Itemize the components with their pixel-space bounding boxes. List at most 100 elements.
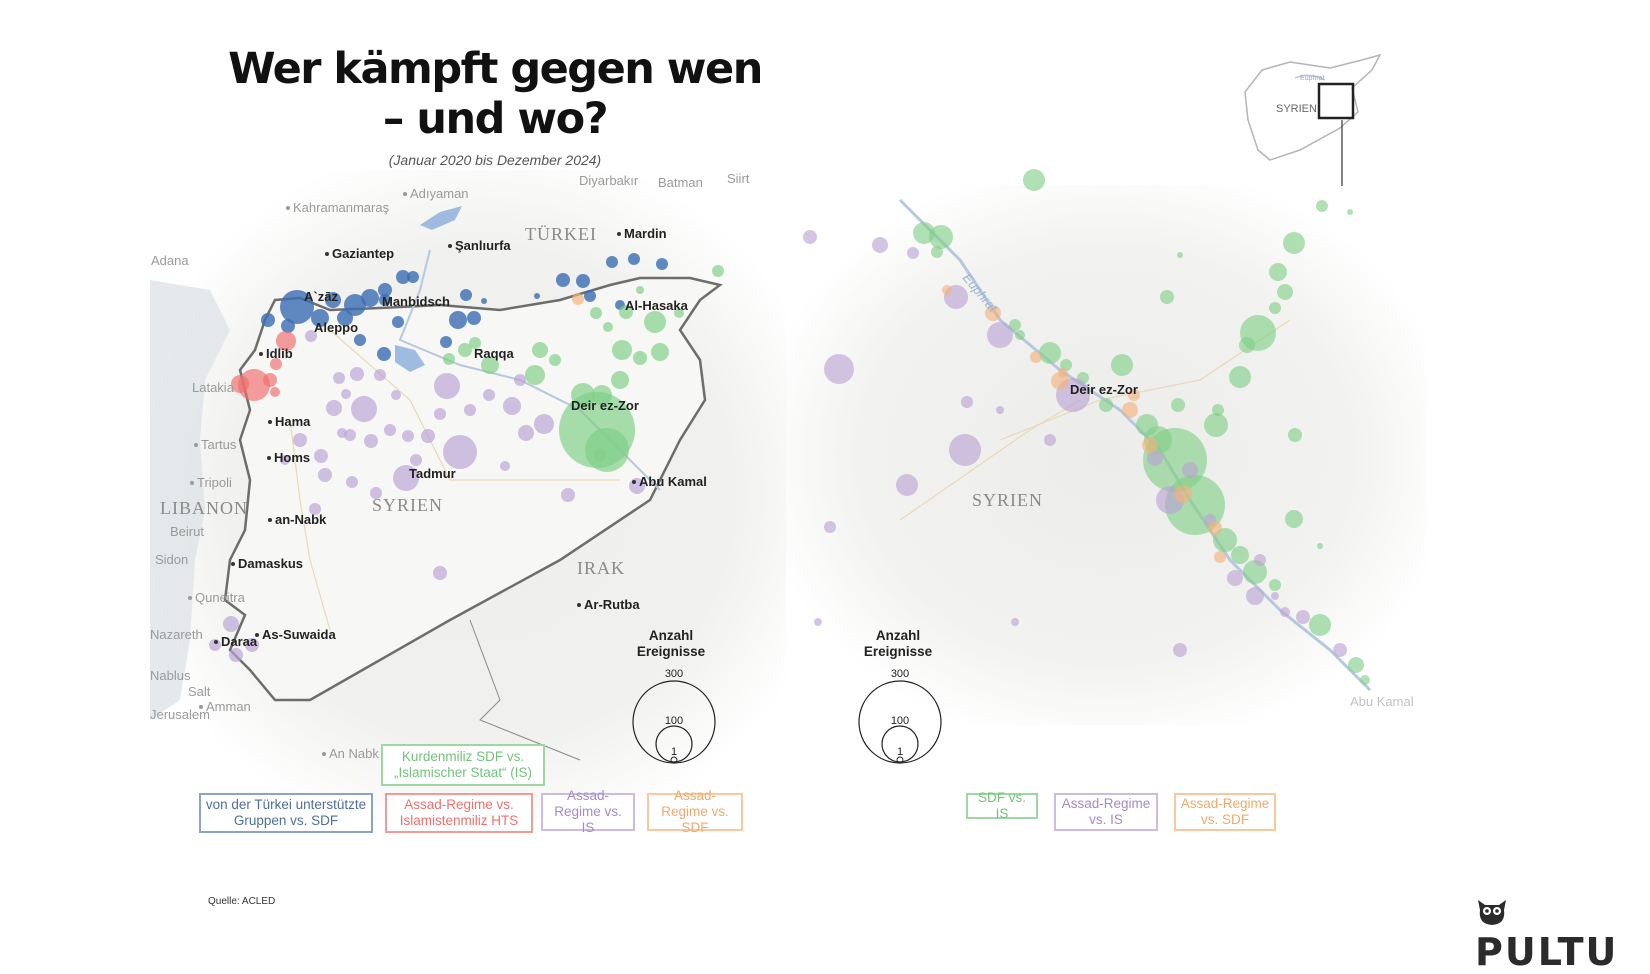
place-label: An Nabk	[329, 746, 379, 761]
event-bubble-assad-vs-hts	[276, 331, 296, 351]
event-bubble-sdf-vs-is	[674, 308, 684, 318]
event-bubble-sdf-vs-is	[481, 356, 499, 374]
event-bubble-sdf-vs-is	[1229, 366, 1251, 388]
inset-country-label: SYRIEN	[1276, 103, 1317, 115]
place-label: Diyarbakır	[579, 173, 639, 188]
event-bubble-assad-vs-is	[1147, 450, 1163, 466]
event-bubble-assad-vs-is	[364, 434, 378, 448]
event-bubble-assad-vs-is	[333, 372, 345, 384]
place-dot	[199, 705, 203, 709]
event-bubble-sdf-vs-is	[1269, 579, 1281, 591]
legend-assad-vs-hts: Assad-Regime vs. Islamistenmiliz HTS	[385, 793, 533, 833]
brand-logo: PULTU	[1475, 886, 1650, 974]
event-bubble-sdf-vs-is	[633, 351, 647, 365]
place-label: Tartus	[201, 437, 237, 452]
event-bubble-assad-vs-is	[410, 454, 422, 466]
event-bubble-assad-vs-is	[803, 230, 817, 244]
event-bubble-sdf-vs-is	[1269, 263, 1287, 281]
event-bubble-sdf-vs-is	[1136, 414, 1158, 436]
inset-syria-shape	[1244, 53, 1382, 161]
right-event-bubbles	[803, 169, 1370, 685]
legend-sdf-vs-is-right: SDF vs. IS	[966, 790, 1038, 821]
event-bubble-sdf-vs-is	[1204, 413, 1228, 437]
event-bubble-assad-vs-is	[391, 390, 401, 400]
event-bubble-sdf-vs-is	[1288, 428, 1302, 442]
road	[289, 419, 331, 631]
event-bubble-sdf-vs-is	[1015, 330, 1025, 340]
event-bubble-assad-vs-is	[223, 616, 239, 632]
inset-euphrates	[1294, 74, 1326, 81]
place-label: Tripoli	[197, 475, 232, 490]
iraq-border	[469, 619, 581, 761]
title-line-1: Wer kämpft gegen wen	[228, 44, 763, 94]
event-bubble-assad-vs-is	[434, 373, 460, 399]
place-dot	[194, 443, 198, 447]
place-dot	[632, 480, 636, 484]
event-bubble-sdf-vs-is	[525, 365, 545, 385]
event-bubble-sdf-vs-is	[929, 225, 953, 249]
owl-icon	[1478, 899, 1506, 925]
event-bubble-sdf-vs-is	[571, 383, 595, 407]
size-value-1: 1	[897, 746, 903, 758]
event-bubble-sdf-vs-is	[644, 311, 666, 333]
place-label: Deir ez-Zor	[571, 398, 639, 413]
event-bubble-sdf-vs-is	[651, 343, 669, 361]
size-value-100: 100	[665, 715, 683, 727]
event-bubble-assad-vs-is	[393, 465, 419, 491]
event-bubble-assad-vs-sdf	[1142, 437, 1158, 453]
event-bubble-sdf-vs-is	[592, 385, 612, 405]
event-bubble-turkey-vs-sdf	[481, 298, 487, 304]
place-label: Kahramanmaraş	[293, 200, 390, 215]
event-bubble-turkey-vs-sdf	[281, 319, 295, 333]
legend-assad-vs-is: Assad-Regime vs. IS	[541, 788, 635, 835]
size-value-100: 100	[891, 715, 909, 727]
event-bubble-assad-vs-is	[1227, 570, 1243, 586]
event-bubble-assad-vs-is	[872, 237, 888, 253]
event-bubble-turkey-vs-sdf	[325, 292, 341, 308]
event-bubble-assad-vs-is	[443, 435, 477, 469]
event-bubble-sdf-vs-is	[636, 286, 644, 294]
event-bubble-assad-vs-sdf	[1058, 368, 1068, 378]
event-bubble-sdf-vs-is	[1283, 232, 1305, 254]
event-bubble-assad-vs-is	[402, 430, 414, 442]
event-bubble-sdf-vs-is	[1316, 200, 1328, 212]
event-bubble-sdf-vs-is	[1277, 284, 1293, 300]
place-dot	[617, 232, 621, 236]
event-bubble-sdf-vs-is	[1348, 657, 1364, 673]
place-label: Nablus	[150, 668, 191, 683]
event-bubble-turkey-vs-sdf	[584, 290, 596, 302]
event-bubble-sdf-vs-is	[458, 343, 472, 357]
page-title: Wer kämpft gegen wen – und wo?	[175, 44, 815, 144]
event-bubble-sdf-vs-is	[603, 322, 613, 332]
place-label: Mardin	[624, 226, 667, 241]
event-bubble-turkey-vs-sdf	[261, 313, 275, 327]
event-bubble-assad-vs-is	[518, 425, 534, 441]
place-dot	[403, 192, 407, 196]
event-bubble-assad-vs-is	[1271, 592, 1279, 600]
maps-canvas: Kahramanmaraş Adıyaman Diyarbakır Batman Sii…	[150, 53, 1426, 820]
event-bubble-assad-vs-is	[314, 449, 328, 463]
event-bubble-assad-vs-is	[961, 396, 973, 408]
event-bubble-turkey-vs-sdf	[280, 290, 314, 324]
place-dot	[214, 640, 218, 644]
event-bubble-sdf-vs-is	[1285, 510, 1303, 528]
event-bubble-assad-vs-is	[433, 566, 447, 580]
place-label: Amman	[206, 699, 251, 714]
event-bubble-turkey-vs-sdf	[576, 274, 590, 288]
event-bubble-assad-vs-sdf	[942, 285, 952, 295]
event-bubble-turkey-vs-sdf	[396, 270, 410, 284]
event-bubble-assad-vs-is	[245, 638, 259, 652]
event-bubble-turkey-vs-sdf	[656, 258, 668, 270]
place-dot	[268, 518, 272, 522]
event-bubble-sdf-vs-is	[1309, 614, 1331, 636]
place-dot	[577, 603, 581, 607]
event-bubble-assad-vs-is	[337, 428, 347, 438]
left-place-labels: Kahramanmaraş Adıyaman Diyarbakır Batman Sii…	[150, 171, 750, 761]
event-bubble-turkey-vs-sdf	[440, 336, 452, 348]
place-dot	[267, 456, 271, 460]
event-bubble-assad-vs-is	[483, 389, 495, 401]
event-bubble-assad-vs-is	[534, 414, 554, 434]
event-bubble-turkey-vs-sdf	[337, 310, 353, 326]
event-bubble-assad-vs-is	[374, 369, 386, 381]
